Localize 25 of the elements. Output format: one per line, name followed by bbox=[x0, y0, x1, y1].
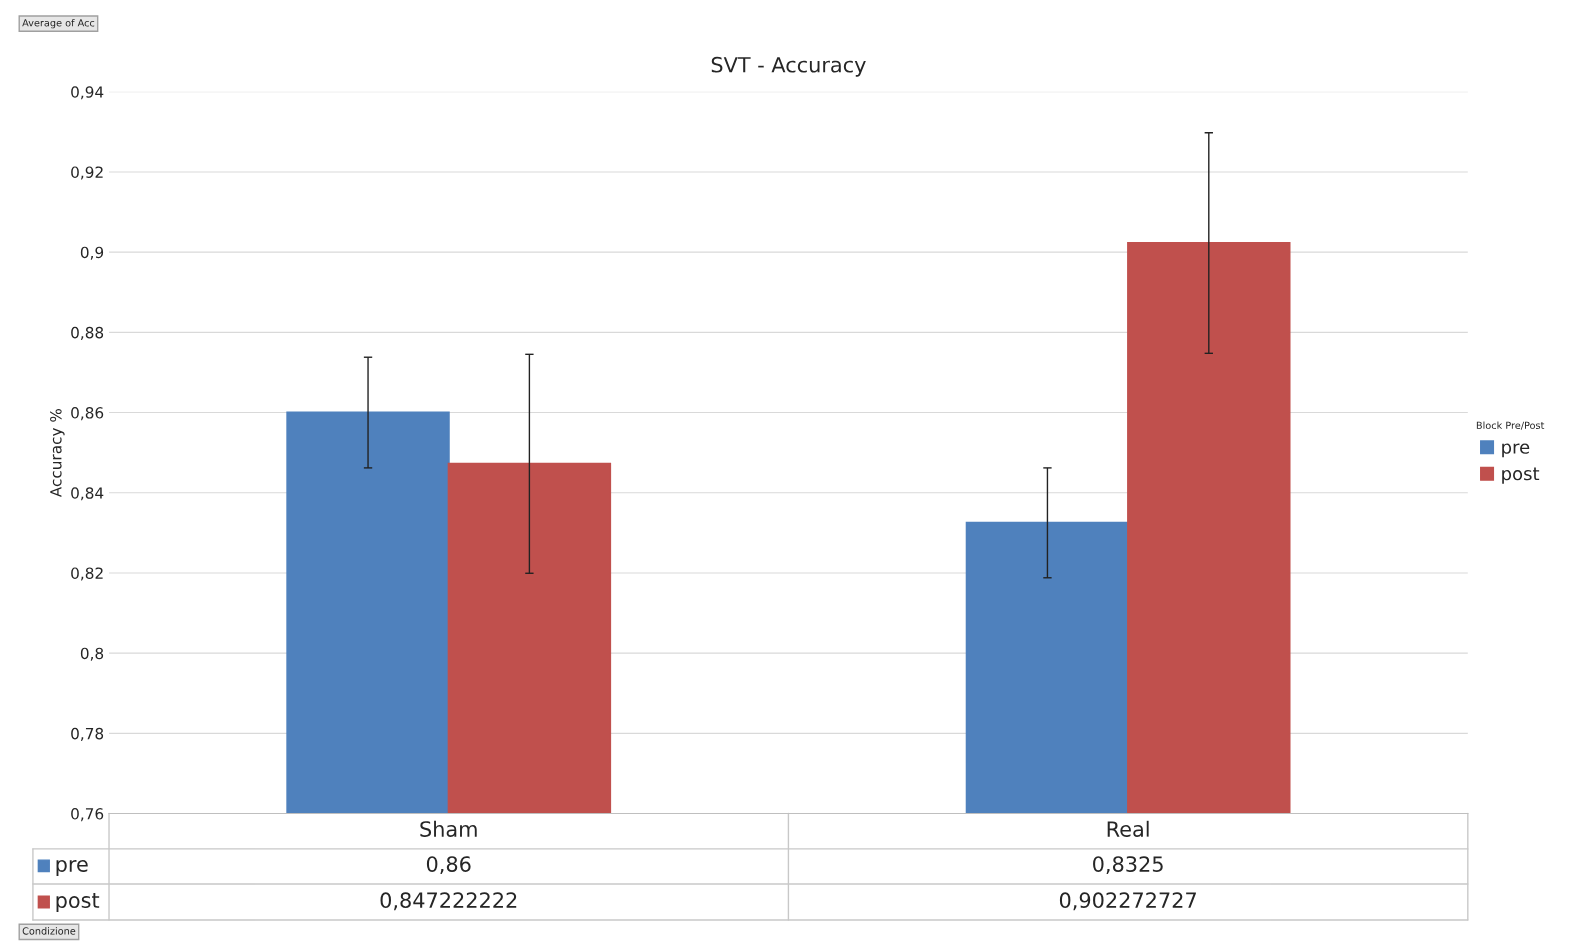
text: Average of Acc bbox=[22, 18, 95, 29]
data-label: 0,847222222 bbox=[380, 892, 517, 911]
legend-label: post bbox=[1502, 467, 1540, 484]
text: Condizione bbox=[22, 927, 76, 935]
data-label: 0,86 bbox=[426, 856, 471, 875]
y-tick-label: 0,78 bbox=[71, 727, 104, 741]
y-tick-label: 0,9 bbox=[80, 246, 104, 260]
text: pre bbox=[1502, 443, 1530, 458]
y-tick-label: 0,92 bbox=[71, 166, 103, 180]
x-tick-label: Real bbox=[1107, 820, 1149, 837]
text: post bbox=[56, 893, 100, 913]
data-label: 0,8325 bbox=[1093, 856, 1163, 875]
y-tick-label: 0,86 bbox=[71, 407, 104, 421]
legend-title: Block Pre/Post bbox=[1476, 421, 1545, 430]
x-tick-label: Sham bbox=[420, 820, 477, 837]
y-axis-title: Accuracy % bbox=[50, 408, 65, 498]
chart-title: SVT - Accuracy bbox=[711, 56, 866, 77]
y-tick-label: 0,82 bbox=[71, 567, 103, 581]
y-tick-label: 0,8 bbox=[80, 647, 104, 661]
y-tick-label: 0,84 bbox=[71, 487, 104, 501]
y-tick-label: 0,76 bbox=[71, 808, 104, 822]
data-label: 0,902272727 bbox=[1059, 892, 1196, 911]
legend-label: pre bbox=[56, 859, 88, 876]
y-tick-label: 0,94 bbox=[71, 86, 104, 100]
y-tick-label: 0,88 bbox=[71, 326, 104, 340]
